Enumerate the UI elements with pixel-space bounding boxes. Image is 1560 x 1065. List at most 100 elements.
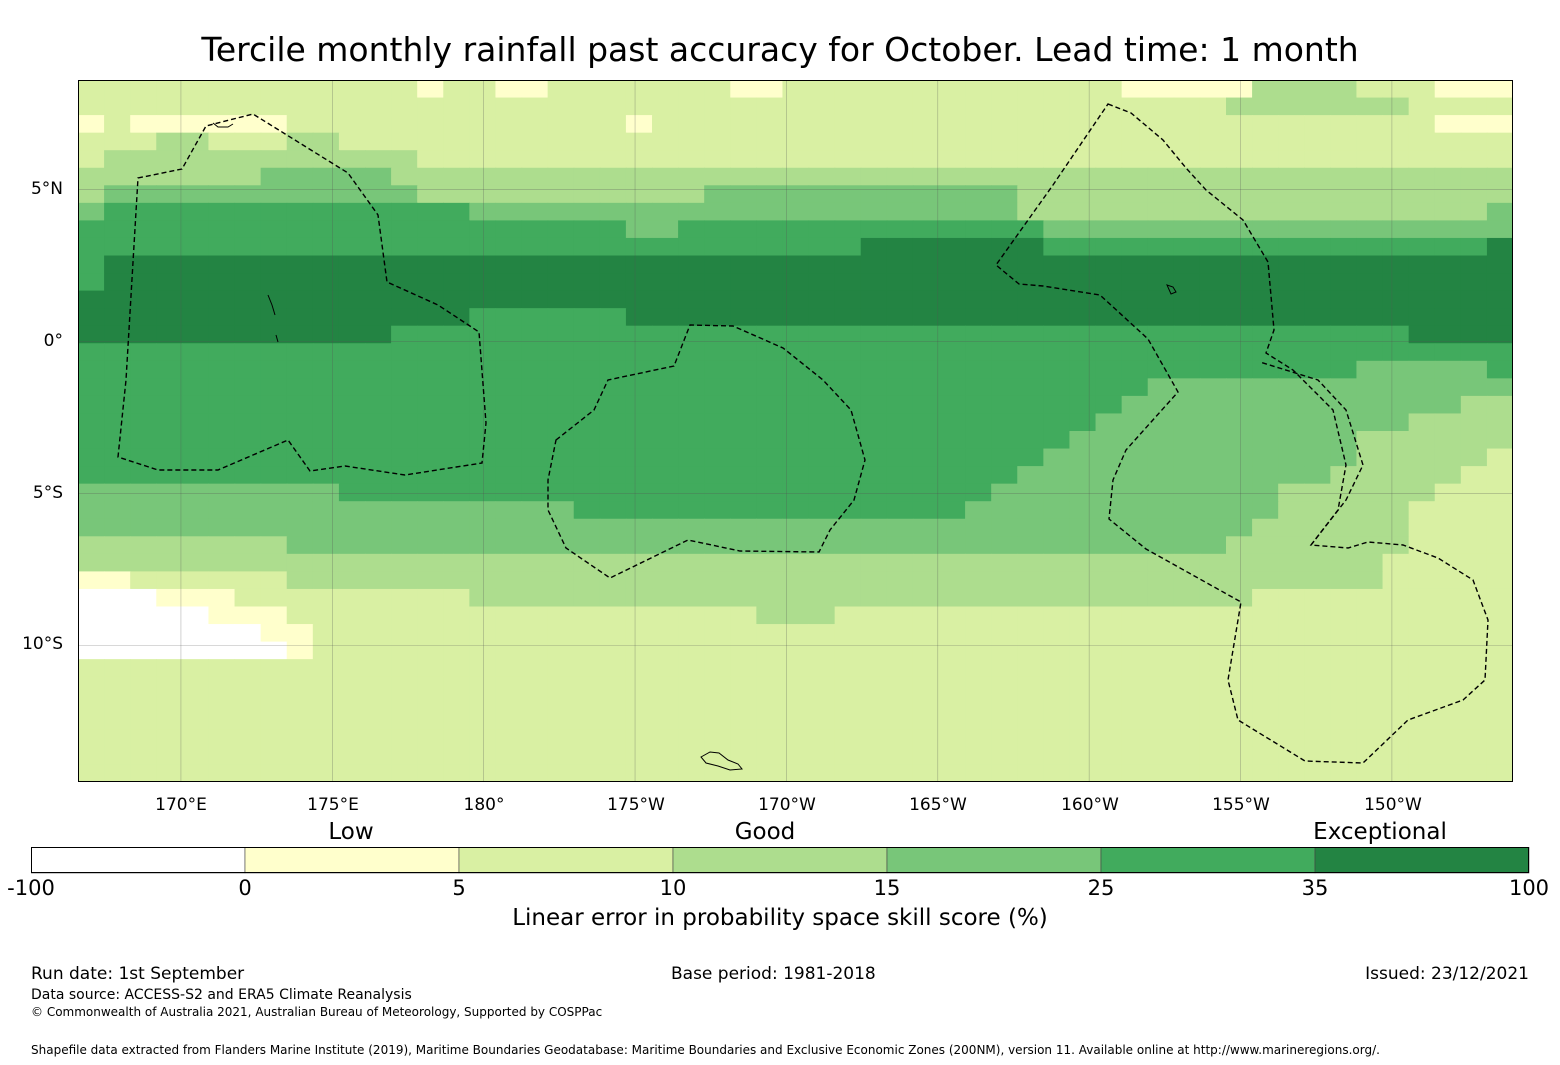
map-cell bbox=[1069, 483, 1097, 502]
map-cell bbox=[104, 185, 131, 204]
map-cell bbox=[391, 536, 418, 555]
map-cell bbox=[808, 360, 836, 379]
map-cell bbox=[391, 694, 418, 713]
map-cell bbox=[678, 378, 705, 397]
map-cell bbox=[704, 624, 731, 643]
map-cell bbox=[547, 764, 575, 782]
map-cell bbox=[469, 185, 497, 204]
map-cell bbox=[156, 325, 183, 344]
map-cell bbox=[1486, 448, 1513, 467]
map-cell bbox=[1486, 97, 1513, 116]
map-cell bbox=[1069, 676, 1097, 695]
map-cell bbox=[782, 395, 810, 415]
map-cell bbox=[469, 729, 497, 748]
map-cell bbox=[886, 536, 914, 555]
map-cell bbox=[1382, 413, 1410, 432]
map-cell bbox=[391, 150, 418, 169]
map-cell bbox=[469, 115, 497, 134]
map-cell bbox=[886, 255, 914, 274]
map-cell bbox=[495, 553, 523, 572]
map-cell bbox=[130, 395, 157, 415]
map-cell bbox=[1147, 343, 1175, 362]
map-cell bbox=[391, 571, 418, 590]
map-cell bbox=[1434, 167, 1462, 186]
map-cell bbox=[730, 360, 757, 379]
map-cell bbox=[495, 255, 523, 274]
map-cell bbox=[991, 729, 1018, 748]
map-cell bbox=[365, 325, 392, 344]
map-cell bbox=[625, 466, 653, 485]
map-cell bbox=[130, 308, 157, 327]
map-cell bbox=[730, 185, 757, 204]
map-cell bbox=[1199, 255, 1227, 274]
map-cell bbox=[1330, 501, 1358, 520]
map-cell bbox=[391, 378, 418, 397]
map-cell bbox=[782, 553, 810, 572]
map-cell bbox=[312, 588, 340, 608]
map-cell bbox=[860, 746, 888, 766]
map-cell bbox=[1043, 97, 1071, 116]
map-cell bbox=[1017, 80, 1044, 99]
map-cell bbox=[1199, 729, 1227, 748]
map-cell bbox=[234, 553, 262, 572]
colorbar-tick-100: 100 bbox=[1508, 876, 1550, 900]
map-cell bbox=[1043, 624, 1071, 643]
map-cell bbox=[652, 360, 679, 379]
map-cell bbox=[443, 202, 470, 221]
map-cell bbox=[1226, 343, 1253, 362]
map-cell bbox=[78, 132, 105, 151]
map-cell bbox=[834, 641, 862, 660]
map-cell bbox=[1408, 220, 1436, 239]
map-cell bbox=[625, 729, 653, 748]
map-cell bbox=[78, 431, 105, 450]
map-cell bbox=[625, 694, 653, 713]
map-cell bbox=[495, 536, 523, 555]
map-cell bbox=[338, 185, 366, 204]
map-cell bbox=[1017, 325, 1044, 344]
map-cell bbox=[547, 746, 575, 766]
map-cell bbox=[338, 115, 366, 134]
map-cell bbox=[1434, 536, 1462, 555]
map-cell bbox=[1278, 290, 1305, 309]
map-cell bbox=[1069, 746, 1097, 766]
map-cell bbox=[286, 308, 314, 327]
map-cell bbox=[1486, 115, 1513, 134]
map-cell bbox=[965, 483, 992, 502]
map-cell bbox=[756, 448, 784, 467]
map-cell bbox=[912, 255, 940, 274]
map-cell bbox=[182, 483, 210, 502]
map-cell bbox=[678, 255, 705, 274]
map-cell bbox=[1434, 273, 1462, 292]
map-cell bbox=[860, 360, 888, 379]
map-cell bbox=[652, 343, 679, 362]
map-cell bbox=[1173, 167, 1201, 186]
map-cell bbox=[469, 378, 497, 397]
map-cell bbox=[573, 273, 601, 292]
map-cell bbox=[469, 641, 497, 660]
map-cell bbox=[312, 378, 340, 397]
map-cell bbox=[1147, 220, 1175, 239]
map-cell bbox=[1304, 220, 1331, 239]
map-cell bbox=[521, 746, 549, 766]
map-cell bbox=[1173, 308, 1201, 327]
map-cell bbox=[939, 132, 966, 151]
map-cell bbox=[730, 553, 757, 572]
map-cell bbox=[1121, 255, 1149, 274]
map-cell bbox=[860, 132, 888, 151]
map-cell bbox=[1382, 80, 1410, 99]
map-cell bbox=[365, 588, 392, 608]
map-cell bbox=[1121, 413, 1149, 432]
map-cell bbox=[547, 413, 575, 432]
map-cell bbox=[547, 624, 575, 643]
map-cell bbox=[965, 624, 992, 643]
map-cell bbox=[78, 255, 105, 274]
map-cell bbox=[1356, 483, 1384, 502]
map-cell bbox=[1408, 431, 1436, 450]
map-cell bbox=[1304, 518, 1331, 537]
map-cell bbox=[808, 273, 836, 292]
map-cell bbox=[391, 624, 418, 643]
map-cell bbox=[443, 150, 470, 169]
map-cell bbox=[1069, 80, 1097, 99]
map-cell bbox=[521, 237, 549, 257]
map-cell bbox=[260, 167, 288, 186]
